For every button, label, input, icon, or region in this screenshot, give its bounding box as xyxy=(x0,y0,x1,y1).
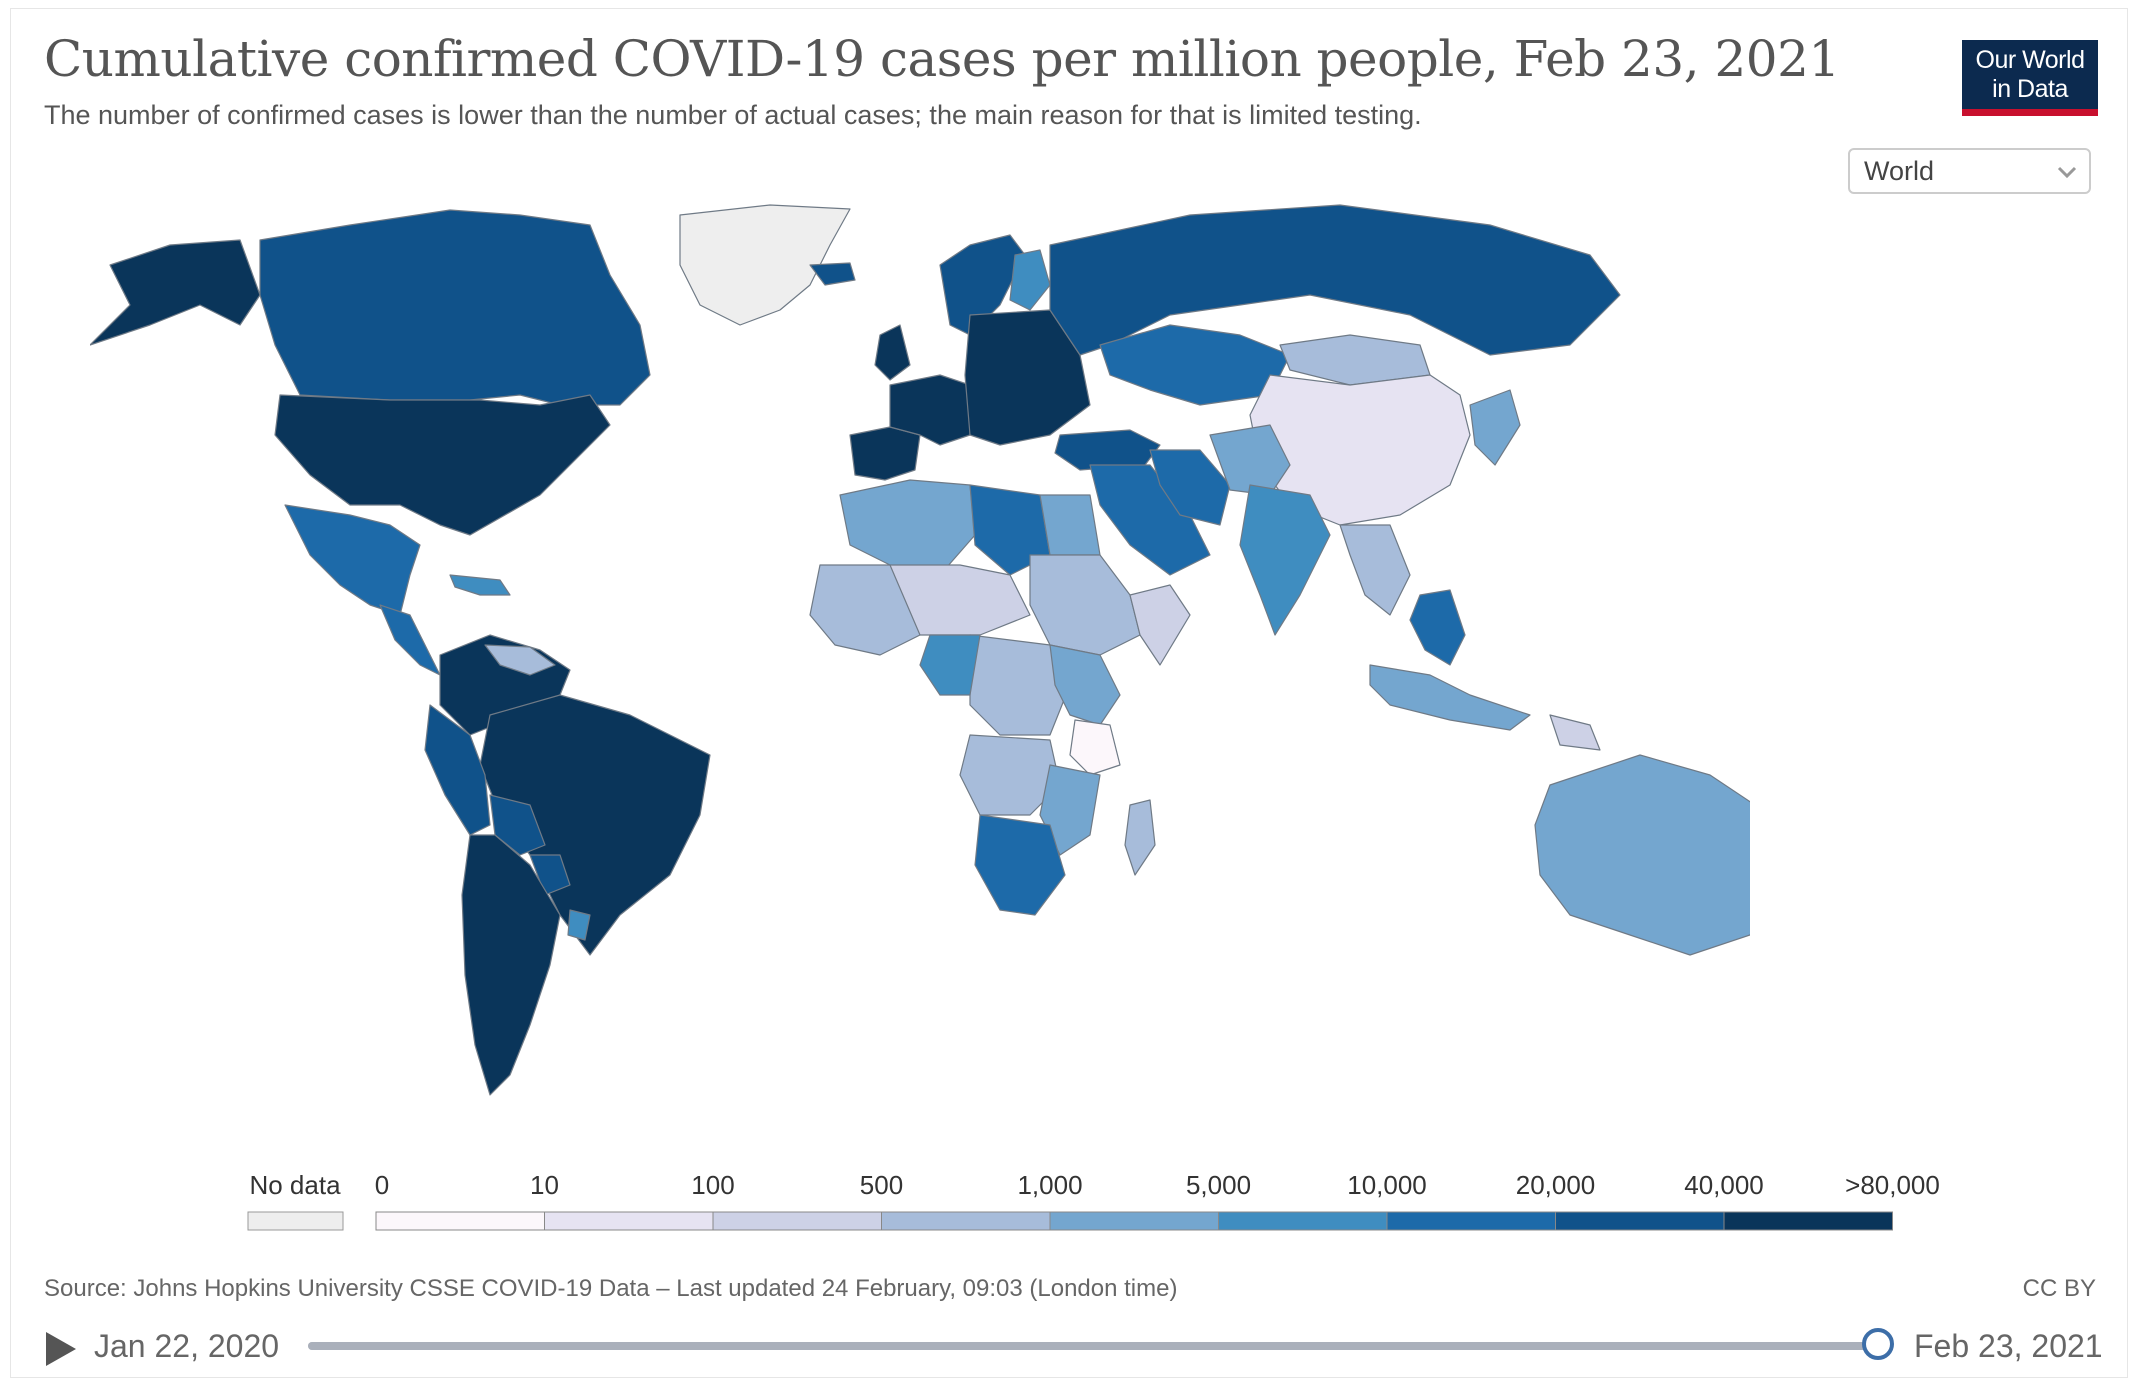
country-uruguay[interactable] xyxy=(567,909,591,941)
country-tanzania[interactable] xyxy=(1069,719,1121,776)
legend-tick-label: 10,000 xyxy=(1347,1170,1427,1200)
country-somalia-yemen[interactable] xyxy=(1129,584,1191,666)
country-angola-zambia[interactable] xyxy=(959,734,1061,816)
country-india[interactable] xyxy=(1239,484,1331,636)
country-mexico[interactable] xyxy=(284,504,421,616)
country-argentina-chile[interactable] xyxy=(461,834,561,1096)
country-turkey-caucasus[interactable] xyxy=(1054,429,1161,471)
country-philippines-malaysia[interactable] xyxy=(1409,589,1466,666)
legend-tick-label: 100 xyxy=(691,1170,735,1200)
legend-tick-label: 500 xyxy=(859,1170,904,1200)
country-central-america[interactable] xyxy=(379,604,441,676)
timeline-track[interactable] xyxy=(308,1342,1878,1350)
legend-tick-label: 20,000 xyxy=(1515,1170,1596,1200)
source-note: Source: Johns Hopkins University CSSE CO… xyxy=(44,1275,1178,1302)
country-western-europe[interactable] xyxy=(889,374,971,446)
timeline-handle[interactable] xyxy=(1862,1328,1894,1360)
play-icon[interactable] xyxy=(44,1330,78,1368)
legend-tick-label: 1,000 xyxy=(1017,1170,1083,1200)
chevron-down-icon xyxy=(2057,166,2077,179)
country-peru-ecuador[interactable] xyxy=(424,704,491,836)
country-venezuela[interactable] xyxy=(484,644,556,676)
country-alaska[interactable] xyxy=(90,239,261,346)
country-morocco-algeria[interactable] xyxy=(839,479,976,576)
timeline-progress xyxy=(308,1342,1878,1350)
world-map xyxy=(90,204,1750,1096)
country-indonesia[interactable] xyxy=(1369,664,1531,731)
legend-tick-label: >80,000 xyxy=(1845,1170,1940,1200)
legend-tick-label: 10 xyxy=(530,1170,559,1200)
country-mozambique-malawi[interactable] xyxy=(1039,764,1101,856)
chart-title: Cumulative confirmed COVID-19 cases per … xyxy=(44,30,1840,88)
country-papua-new-guinea[interactable] xyxy=(1549,714,1601,751)
timeline-start-label: Jan 22, 2020 xyxy=(94,1328,280,1364)
country-sahel[interactable] xyxy=(889,564,1031,636)
country-egypt[interactable] xyxy=(1039,494,1101,556)
logo-line-1: Our World xyxy=(1975,45,2085,74)
country-australia[interactable] xyxy=(1534,754,1750,956)
logo-line-2: in Data xyxy=(1992,74,2068,103)
timeline-end-label: Feb 23, 2021 xyxy=(1914,1328,2103,1364)
country-iran[interactable] xyxy=(1149,449,1231,526)
country-caribbean[interactable] xyxy=(449,574,511,596)
country-sudan-ethiopia[interactable] xyxy=(1029,554,1141,656)
region-select-value: World xyxy=(1864,156,1935,186)
country-gabon-cameroon[interactable] xyxy=(919,634,981,696)
country-usa[interactable] xyxy=(274,394,611,536)
legend-tick-label: 40,000 xyxy=(1684,1170,1764,1200)
country-southeast-asia[interactable] xyxy=(1339,524,1411,616)
country-greenland[interactable] xyxy=(679,204,851,326)
region-select[interactable]: World xyxy=(1848,148,2091,194)
owid-logo[interactable]: Our World in Data xyxy=(1962,40,2098,116)
country-uk-ireland[interactable] xyxy=(874,324,911,381)
country-japan-korea[interactable] xyxy=(1469,389,1521,466)
country-russia[interactable] xyxy=(1049,204,1621,356)
country-iberia[interactable] xyxy=(849,426,921,481)
country-finland[interactable] xyxy=(1009,249,1051,311)
legend-tick-label: 0 xyxy=(374,1170,390,1200)
country-madagascar[interactable] xyxy=(1124,799,1156,876)
country-bolivia[interactable] xyxy=(489,794,546,856)
country-iceland[interactable] xyxy=(809,262,856,286)
chart-subtitle: The number of confirmed cases is lower t… xyxy=(44,100,1422,130)
license-link[interactable]: CC BY xyxy=(2022,1275,2096,1302)
country-east-africa[interactable] xyxy=(1049,644,1121,726)
country-southern-africa[interactable] xyxy=(974,814,1066,916)
country-central-asia[interactable] xyxy=(1209,424,1291,496)
legend-tick-label: 5,000 xyxy=(1185,1170,1252,1200)
country-canada[interactable] xyxy=(259,209,651,406)
legend-no-data-label: No data xyxy=(249,1170,341,1200)
